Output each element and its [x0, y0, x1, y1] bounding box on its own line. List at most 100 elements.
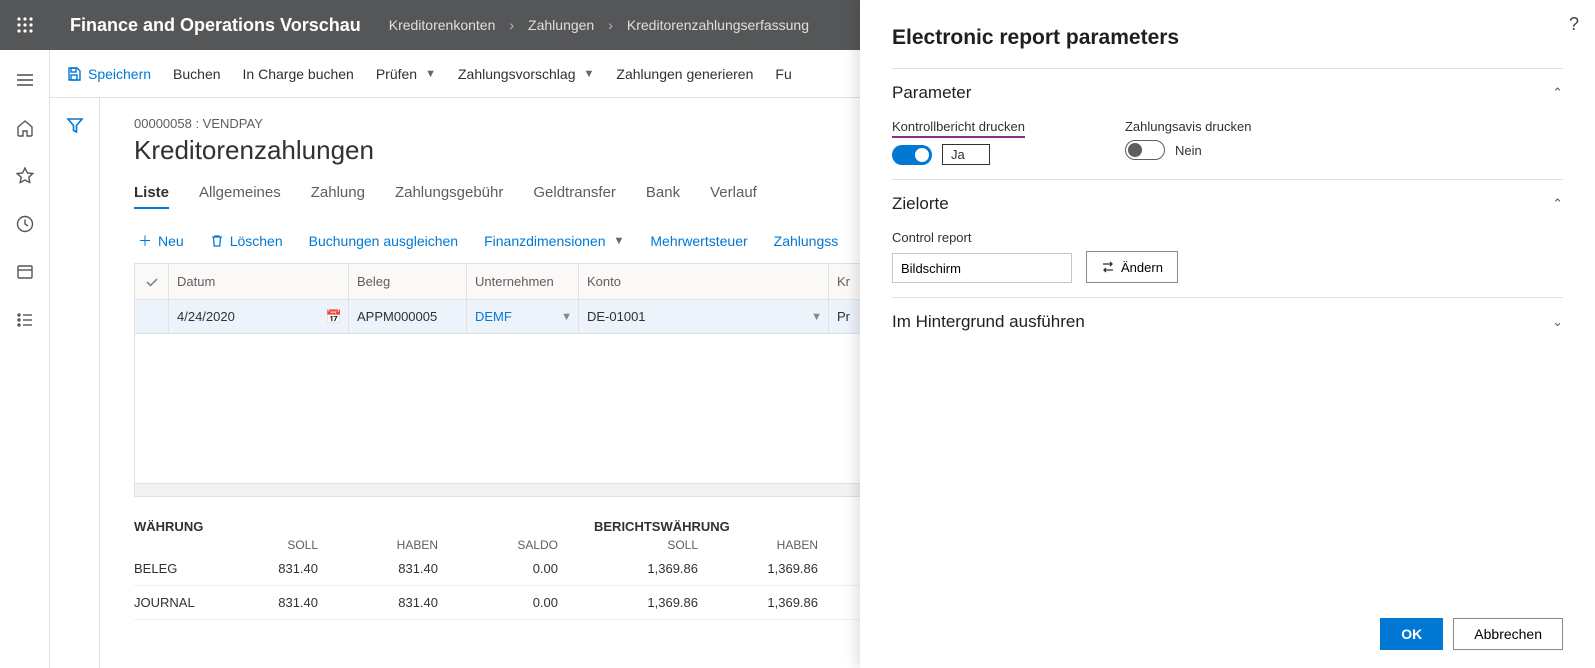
section-zielorte-title: Zielorte: [892, 194, 949, 214]
breadcrumb-item[interactable]: Kreditorenkonten: [389, 17, 496, 33]
post-charge-button[interactable]: In Charge buchen: [243, 66, 354, 82]
findim-label: Finanzdimensionen: [484, 233, 605, 249]
post-button[interactable]: Buchen: [173, 66, 220, 82]
breadcrumb: Kreditorenkonten › Zahlungen › Kreditore…: [389, 17, 809, 33]
check-label: Prüfen: [376, 66, 417, 82]
post-charge-label: In Charge buchen: [243, 66, 354, 82]
cell-date[interactable]: 4/24/2020📅: [169, 300, 349, 333]
currency-value: 831.40: [334, 595, 454, 610]
col-konto[interactable]: Konto: [579, 264, 829, 299]
delete-button[interactable]: Löschen: [210, 233, 283, 249]
new-label: Neu: [158, 233, 184, 249]
change-label: Ändern: [1121, 260, 1163, 275]
col-beleg[interactable]: Beleg: [349, 264, 467, 299]
cancel-button[interactable]: Abbrechen: [1453, 618, 1563, 650]
cell-account[interactable]: DE-01001▼: [579, 300, 829, 333]
filter-icon[interactable]: [66, 116, 84, 668]
horizontal-scrollbar[interactable]: [135, 484, 893, 496]
save-button[interactable]: Speichern: [66, 66, 151, 82]
cell-voucher[interactable]: APPM000005: [349, 300, 467, 333]
star-icon[interactable]: [0, 154, 50, 198]
check-button[interactable]: Prüfen ▼: [376, 66, 436, 82]
chevron-up-icon: ⌃: [1552, 85, 1563, 101]
print-advice-toggle[interactable]: [1125, 140, 1165, 160]
tab-geldtransfer[interactable]: Geldtransfer: [533, 184, 616, 209]
findim-button[interactable]: Finanzdimensionen▼: [484, 233, 624, 249]
col-unternehmen[interactable]: Unternehmen: [467, 264, 579, 299]
currency-value: 1,369.86: [714, 561, 834, 576]
col-haben: HABEN: [334, 538, 454, 552]
chevron-down-icon: ▼: [425, 68, 436, 80]
vat-label: Mehrwertsteuer: [650, 233, 747, 249]
breadcrumb-item[interactable]: Kreditorenzahlungserfassung: [627, 17, 809, 33]
control-report-input[interactable]: [892, 253, 1072, 283]
delete-label: Löschen: [230, 233, 283, 249]
col-soll: SOLL: [214, 538, 334, 552]
chevron-down-icon: ⌄: [1552, 314, 1563, 330]
save-icon: [66, 66, 82, 82]
print-control-toggle[interactable]: [892, 145, 932, 165]
generate-label: Zahlungen generieren: [616, 66, 753, 82]
settle-button[interactable]: Buchungen ausgleichen: [309, 233, 458, 249]
section-parameter[interactable]: Parameter ⌃: [892, 83, 1563, 103]
hamburger-icon[interactable]: [0, 58, 50, 102]
paystatus-button[interactable]: Zahlungss: [774, 233, 839, 249]
chevron-down-icon[interactable]: ▼: [811, 311, 822, 323]
chevron-up-icon: ⌃: [1552, 196, 1563, 212]
row-label: BELEG: [134, 561, 214, 576]
breadcrumb-item[interactable]: Zahlungen: [528, 17, 594, 33]
panel-title: Electronic report parameters: [892, 26, 1563, 50]
plus-icon: ＋: [138, 231, 152, 251]
row-label: JOURNAL: [134, 595, 214, 610]
table-row[interactable]: 4/24/2020📅 APPM000005 DEMF▼ DE-01001▼ Pr: [135, 300, 893, 334]
change-button[interactable]: Ändern: [1086, 251, 1178, 283]
section-parameter-title: Parameter: [892, 83, 971, 103]
currency-row: BELEG831.40831.400.001,369.861,369.86: [134, 552, 894, 586]
tab-zahlungsgebuehr[interactable]: Zahlungsgebühr: [395, 184, 503, 209]
print-advice-label: Zahlungsavis drucken: [1125, 119, 1251, 134]
row-checkbox[interactable]: [135, 300, 169, 333]
section-background[interactable]: Im Hintergrund ausführen ⌄: [892, 312, 1563, 332]
tab-verlauf[interactable]: Verlauf: [710, 184, 757, 209]
proposal-label: Zahlungsvorschlag: [458, 66, 576, 82]
vat-button[interactable]: Mehrwertsteuer: [650, 233, 747, 249]
select-all-checkbox[interactable]: [135, 264, 169, 299]
clock-icon[interactable]: [0, 202, 50, 246]
more-label: Fu: [775, 66, 791, 82]
app-launcher[interactable]: [0, 0, 50, 50]
workspace-icon[interactable]: [0, 250, 50, 294]
generate-button[interactable]: Zahlungen generieren: [616, 66, 753, 82]
section-background-title: Im Hintergrund ausführen: [892, 312, 1085, 332]
section-zielorte[interactable]: Zielorte ⌃: [892, 194, 1563, 214]
parameters-panel: Electronic report parameters Parameter ⌃…: [860, 0, 1595, 668]
currency-value: 0.00: [454, 595, 574, 610]
proposal-button[interactable]: Zahlungsvorschlag▼: [458, 66, 594, 82]
trash-icon: [210, 234, 224, 248]
paystatus-label: Zahlungss: [774, 233, 839, 249]
col-datum[interactable]: Datum: [169, 264, 349, 299]
cell-company[interactable]: DEMF▼: [467, 300, 579, 333]
currency-row: JOURNAL831.40831.400.001,369.861,369.86: [134, 586, 894, 620]
tab-zahlung[interactable]: Zahlung: [311, 184, 365, 209]
tab-liste[interactable]: Liste: [134, 184, 169, 209]
calendar-icon[interactable]: 📅: [326, 309, 342, 325]
chevron-down-icon[interactable]: ▼: [561, 311, 572, 323]
home-icon[interactable]: [0, 106, 50, 150]
list-icon[interactable]: [0, 298, 50, 342]
print-control-value: Ja: [942, 144, 990, 165]
more-button[interactable]: Fu: [775, 66, 791, 82]
chevron-right-icon: ›: [509, 17, 514, 33]
tab-bank[interactable]: Bank: [646, 184, 680, 209]
save-label: Speichern: [88, 66, 151, 82]
tab-allgemeines[interactable]: Allgemeines: [199, 184, 281, 209]
help-icon[interactable]: ?: [1569, 14, 1579, 35]
check-icon: [145, 275, 159, 289]
currency-value: 831.40: [214, 595, 334, 610]
new-button[interactable]: ＋ Neu: [138, 231, 184, 251]
currency-title: WÄHRUNG: [134, 519, 594, 534]
col-haben-r: HABEN: [714, 538, 834, 552]
app-title: Finance and Operations Vorschau: [50, 15, 389, 36]
swap-icon: [1101, 260, 1115, 274]
ok-button[interactable]: OK: [1380, 618, 1443, 650]
col-soll-r: SOLL: [594, 538, 714, 552]
